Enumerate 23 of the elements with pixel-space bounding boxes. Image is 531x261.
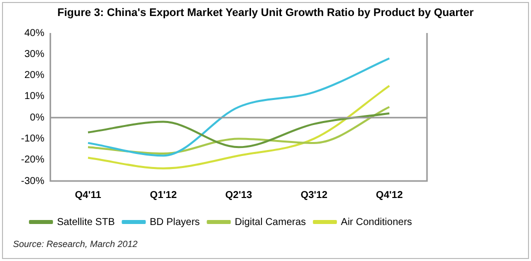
line-series	[87, 84, 390, 170]
line-series	[87, 106, 390, 155]
line-series	[87, 57, 390, 157]
x-tick-label: Q2'13	[225, 190, 253, 201]
legend-label: Air Conditioners	[340, 216, 412, 228]
y-tick-label: 0%	[30, 112, 44, 124]
legend-label: BD Players	[150, 216, 200, 228]
x-tick-label: Q1'12	[150, 190, 178, 201]
y-tick-label: 30%	[24, 48, 44, 60]
source-note: Source: Research, March 2012	[13, 239, 138, 249]
x-tick-label: Q4'12	[376, 190, 404, 201]
legend-label: Satellite STB	[56, 216, 116, 228]
x-tick-label: Q4'11	[74, 190, 102, 201]
y-tick-label: 40%	[24, 28, 44, 39]
legend-label: Digital Cameras	[234, 216, 306, 228]
x-tick-label: Q3'12	[300, 190, 328, 201]
y-tick-label: -20%	[20, 154, 44, 166]
y-tick-label: 20%	[24, 70, 44, 82]
y-tick-label: -30%	[20, 176, 44, 187]
y-tick-label: 10%	[24, 91, 44, 102]
line-series	[87, 112, 390, 148]
chart-title: Figure 3: China's Export Market Yearly Unit Growth Ratio by Product by Quarter	[56, 7, 475, 19]
y-tick-label: -10%	[20, 133, 44, 144]
